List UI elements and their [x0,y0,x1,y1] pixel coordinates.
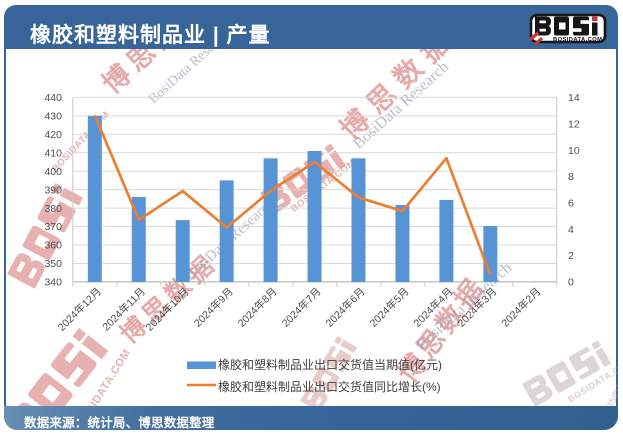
svg-text:2024年4月: 2024年4月 [411,285,456,330]
svg-text:2024年10月: 2024年10月 [143,285,192,334]
svg-text:430: 430 [44,111,62,123]
svg-text:2024年6月: 2024年6月 [323,285,368,330]
svg-text:10: 10 [568,145,580,157]
svg-text:400: 400 [44,166,62,178]
svg-text:2024年11月: 2024年11月 [100,285,148,333]
svg-text:2: 2 [568,250,574,262]
svg-text:2024年7月: 2024年7月 [279,285,324,330]
svg-text:390: 390 [44,184,62,196]
svg-text:2024年8月: 2024年8月 [235,285,280,330]
svg-text:440: 440 [44,92,62,104]
svg-text:BOSIDATA.COM: BOSIDATA.COM [553,37,602,43]
svg-text:360: 360 [44,240,62,252]
svg-text:2024年9月: 2024年9月 [191,285,236,330]
svg-text:6: 6 [568,198,574,210]
svg-text:2024年12月: 2024年12月 [55,285,104,334]
svg-text:2024年5月: 2024年5月 [367,285,412,330]
svg-text:14: 14 [568,92,580,104]
svg-text:420: 420 [44,129,62,141]
svg-text:350: 350 [44,258,62,270]
svg-text:8: 8 [568,171,574,183]
svg-text:340: 340 [44,277,62,289]
svg-text:2024年2月: 2024年2月 [499,285,544,330]
svg-text:4: 4 [568,224,574,236]
svg-text:380: 380 [44,203,62,215]
svg-text:2024年3月: 2024年3月 [455,285,500,330]
svg-text:0: 0 [568,277,574,289]
svg-text:410: 410 [44,147,62,159]
svg-text:12: 12 [568,119,580,131]
svg-text:370: 370 [44,221,62,233]
